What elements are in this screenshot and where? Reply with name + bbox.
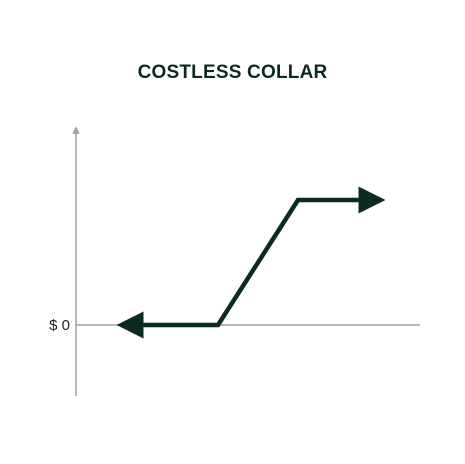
y-tick-label-zero: $ 0 — [49, 317, 70, 334]
payoff-line — [116, 186, 386, 339]
chart-title: COSTLESS COLLAR — [137, 62, 328, 83]
